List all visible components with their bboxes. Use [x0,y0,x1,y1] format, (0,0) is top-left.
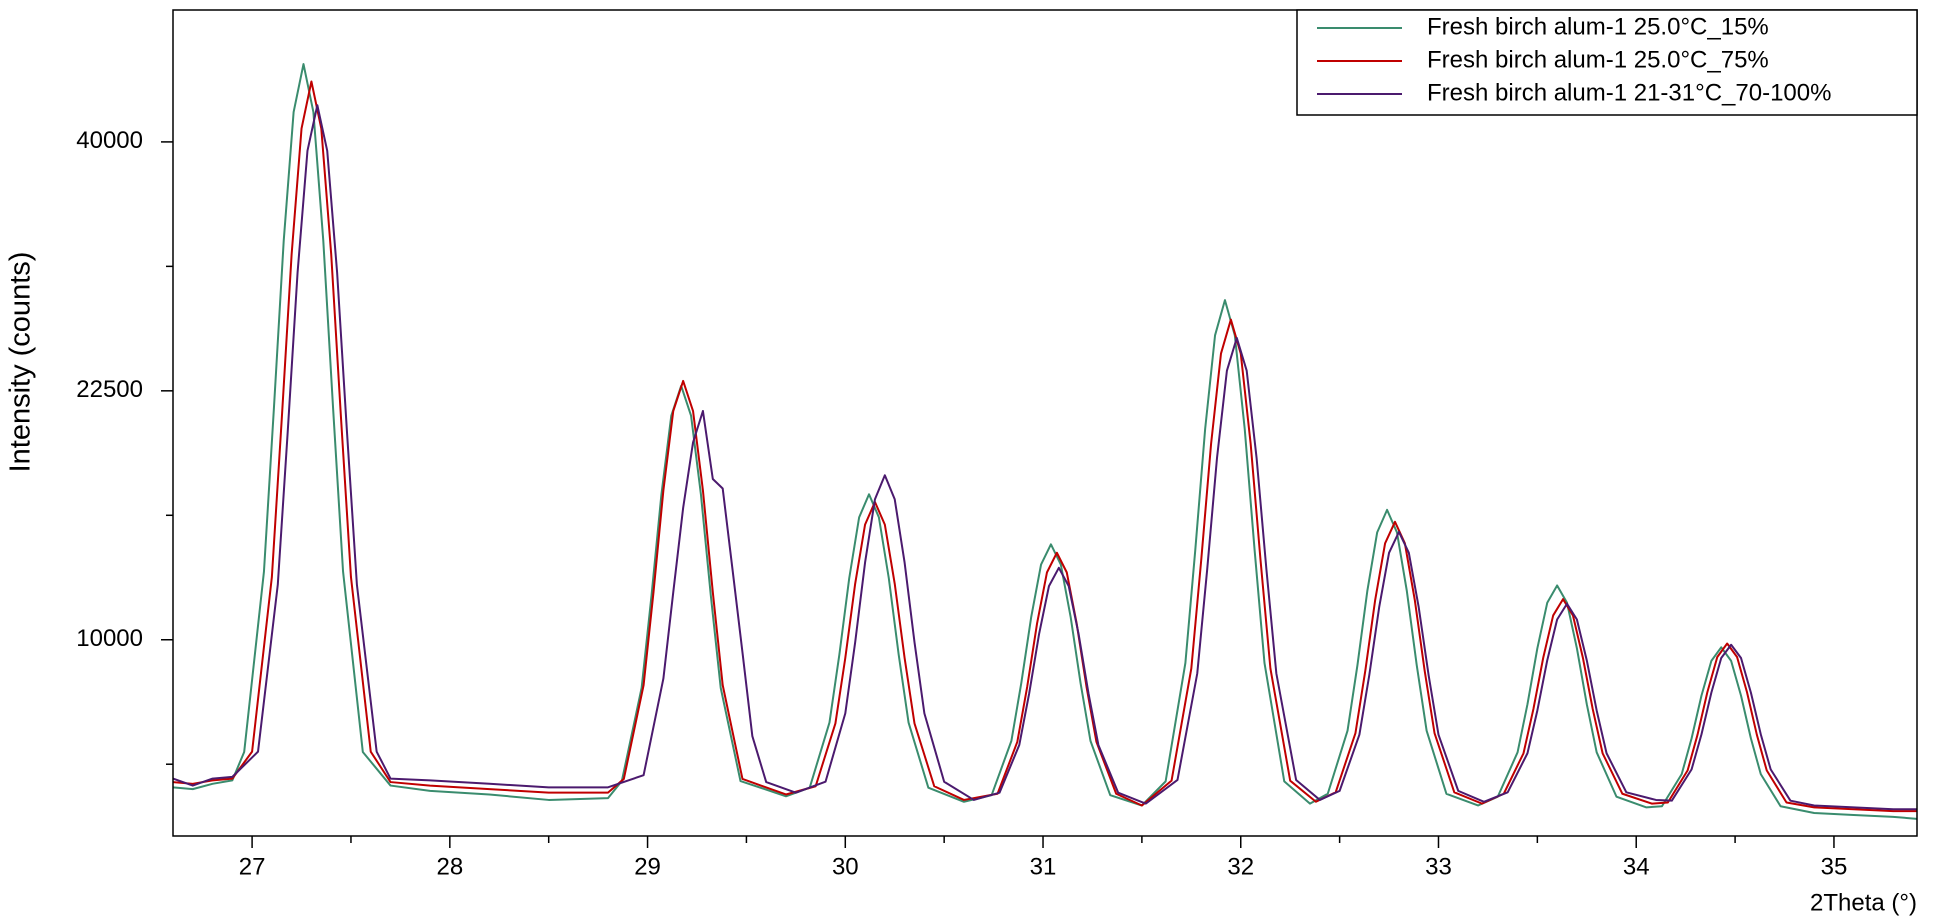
series-line [173,63,1917,820]
plot-frame [172,9,1918,837]
y-axis-title: Intensity (counts) [5,252,37,473]
x-tick-label: 29 [634,853,661,880]
x-tick-label: 27 [239,853,266,880]
x-tick-label: 34 [1623,853,1650,880]
y-tick-label: 40000 [76,127,143,154]
y-tick-label: 10000 [76,625,143,652]
x-axis-title: 2Theta (°) [1810,889,1917,916]
series-line [173,80,1917,813]
x-tick-label: 32 [1227,853,1254,880]
x-tick-label: 28 [436,853,463,880]
y-tick-label: 22500 [76,376,143,403]
legend-text: Fresh birch alum-1 21-31°C_70-100% [1427,79,1831,106]
legend-text: Fresh birch alum-1 25.0°C_15% [1427,13,1769,40]
x-tick-label: 31 [1030,853,1057,880]
x-tick-label: 33 [1425,853,1452,880]
x-tick-label: 30 [832,853,859,880]
legend-text: Fresh birch alum-1 25.0°C_75% [1427,46,1769,73]
series-line [173,104,1917,811]
x-tick-label: 35 [1821,853,1848,880]
